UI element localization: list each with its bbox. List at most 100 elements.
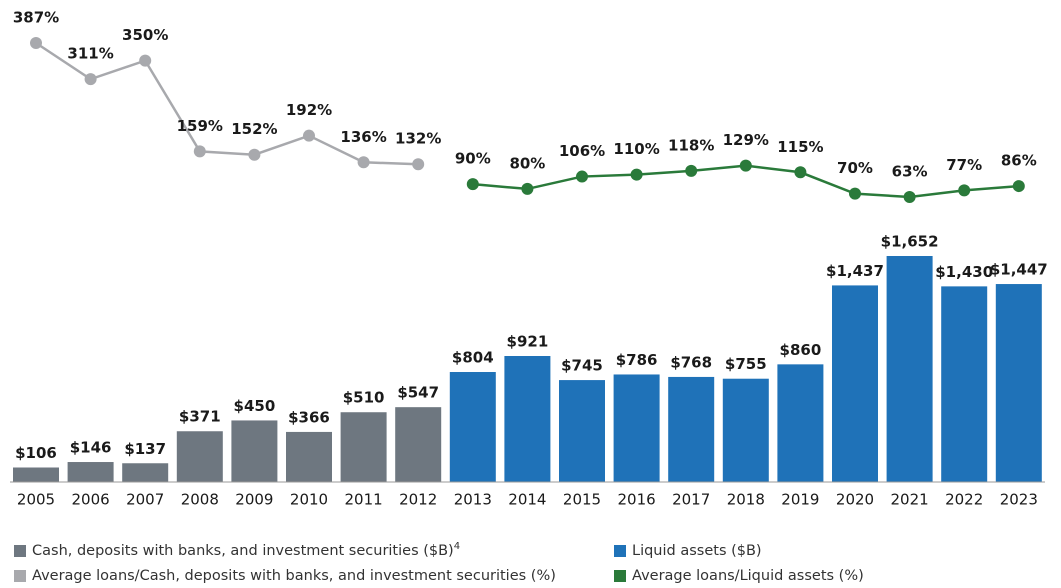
x-tick-label: 2022 [945, 491, 983, 509]
data-label: $1,447 [990, 261, 1048, 279]
x-tick-label: 2010 [290, 491, 328, 509]
data-label: 387% [13, 9, 59, 27]
legend-name: Cash, deposits with banks, and investmen… [32, 543, 454, 559]
point [357, 156, 370, 169]
data-label: 63% [892, 163, 928, 181]
data-label: 90% [455, 150, 491, 168]
data-label: 159% [177, 117, 223, 135]
legend-footnote: 4 [454, 541, 460, 552]
point [521, 182, 534, 195]
data-label: 132% [395, 130, 441, 148]
x-tick-label: 2015 [563, 491, 601, 509]
data-label: $510 [343, 389, 385, 407]
data-label: $137 [124, 440, 166, 458]
legend-swatch [614, 570, 626, 582]
data-label: $768 [670, 353, 712, 371]
x-tick-label: 2013 [454, 491, 492, 509]
point [1012, 180, 1025, 193]
x-tick-label: 2012 [399, 491, 437, 509]
data-label: 129% [723, 131, 769, 149]
bar [613, 374, 660, 482]
point [630, 168, 643, 181]
bar [176, 431, 223, 482]
x-tick-label: 2014 [508, 491, 546, 509]
point [903, 191, 916, 203]
data-label: $371 [179, 408, 221, 426]
point [248, 148, 261, 161]
bar [231, 420, 278, 482]
data-label: 86% [1001, 152, 1037, 170]
bar [886, 256, 933, 482]
legend-swatch [14, 570, 26, 582]
data-label: $146 [70, 439, 112, 457]
legend-name: Average loans/Liquid assets (%) [632, 568, 864, 584]
data-label: 106% [559, 142, 605, 160]
x-tick-label: 2019 [781, 491, 819, 509]
point [466, 178, 479, 191]
point [30, 37, 42, 49]
point [412, 158, 425, 171]
x-tick-label: 2005 [17, 491, 55, 509]
bar [832, 285, 878, 482]
x-tick-label: 2016 [618, 491, 656, 509]
data-label: $1,652 [881, 233, 939, 251]
point [739, 159, 752, 172]
data-label: 192% [286, 101, 332, 119]
legend-label: Liquid assets ($B) [632, 543, 762, 559]
point [849, 187, 861, 200]
x-tick-label: 2020 [836, 491, 874, 509]
data-label: $366 [288, 408, 330, 426]
point [794, 166, 807, 179]
x-tick-label: 2017 [672, 491, 710, 509]
data-label: 110% [613, 140, 659, 158]
data-label: 77% [946, 156, 982, 174]
data-label: 136% [340, 128, 386, 146]
legend-swatch [14, 545, 26, 557]
data-label: 80% [509, 154, 545, 172]
bar [559, 380, 605, 482]
legend-name: Average loans/Cash, deposits with banks,… [32, 568, 556, 584]
point [193, 145, 206, 158]
x-tick-label: 2023 [1000, 491, 1038, 509]
data-label: $547 [397, 384, 439, 402]
point [139, 54, 152, 67]
data-label: $755 [725, 355, 767, 373]
x-tick-label: 2021 [891, 491, 929, 509]
bar [777, 364, 824, 482]
bar [286, 431, 332, 482]
x-tick-label: 2011 [345, 491, 383, 509]
point [576, 170, 588, 183]
bar [13, 467, 59, 482]
data-label: 118% [668, 136, 714, 154]
data-label: 350% [122, 26, 168, 44]
bar [340, 412, 387, 482]
bar [67, 462, 114, 482]
data-label: 115% [777, 138, 823, 156]
point [84, 73, 97, 86]
legend-swatch [614, 545, 626, 557]
point [303, 129, 315, 142]
legend-label: Average loans/Liquid assets (%) [632, 568, 864, 584]
data-label: 70% [837, 159, 873, 177]
x-tick-label: 2007 [126, 491, 164, 509]
legend-label: Average loans/Cash, deposits with banks,… [32, 568, 556, 584]
bar [668, 376, 715, 482]
bar [395, 407, 442, 482]
data-label: 152% [231, 120, 277, 138]
x-tick-label: 2008 [181, 491, 219, 509]
bar [504, 356, 551, 482]
data-label: $1,437 [826, 262, 884, 280]
x-tick-label: 2018 [727, 491, 765, 509]
point [958, 184, 971, 197]
x-tick-label: 2009 [235, 491, 273, 509]
bar [122, 463, 169, 482]
point [685, 164, 698, 177]
data-label: $1,430 [935, 263, 993, 281]
data-label: $921 [507, 333, 549, 351]
data-label: $860 [780, 341, 822, 359]
data-label: $106 [15, 444, 57, 462]
x-tick-label: 2006 [72, 491, 110, 509]
data-label: 311% [67, 45, 113, 63]
bar [722, 378, 769, 482]
